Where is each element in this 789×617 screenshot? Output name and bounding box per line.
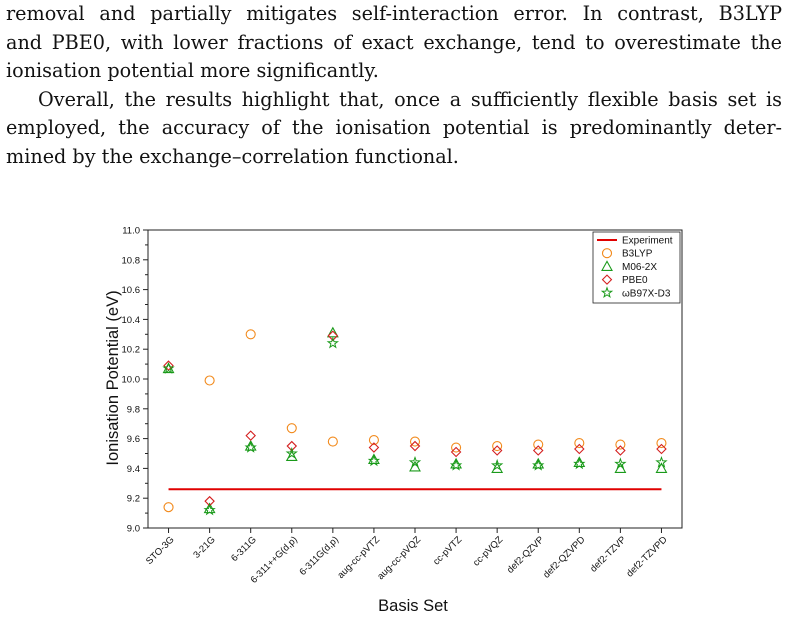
data-point [286,423,297,434]
data-point [409,460,421,472]
y-tick-label: 10.6 [122,285,141,296]
data-point [450,446,462,458]
y-tick-label: 9.4 [127,464,140,475]
x-tick-label: 6-311G(d,p) [297,534,340,577]
ionisation-potential-chart: 9.0 9.2 9.4 9.6 9.8 10.0 10.2 10.4 10.6 10.8 11.0 S… [104,226,683,615]
x-tick-label: STO-3G [144,534,177,567]
data-point [574,443,585,455]
data-point [614,457,627,470]
data-point [532,458,545,471]
data-point [614,462,627,473]
y-tick-label: 10.4 [122,315,141,326]
text-line: and PBE0, with lower fractions of exact … [6,30,782,54]
y-tick-label: 11.0 [122,226,140,237]
data-point [368,442,380,453]
x-tick-label: 6-311G [229,534,259,564]
chart-legend: Experiment B3LYP M06-2X PBE0 ωB97X-D3 [592,231,681,304]
data-point [409,440,421,452]
legend-label: B3LYP [622,249,653,260]
data-point [656,438,667,449]
x-tick-label: cc-pVQZ [471,534,505,568]
data-point [656,443,667,455]
legend-label: PBE0 [622,275,648,286]
series-diamond [163,330,667,507]
x-tick-label: def2-TZVP [588,534,628,574]
data-point [655,462,668,473]
legend-label: Experiment [622,236,673,247]
series-star [162,336,668,516]
text-line: Overall, the results highlight that, onc… [38,87,782,111]
y-tick-label: 10.8 [122,255,141,266]
chart-marks [162,326,668,516]
data-point [327,436,338,447]
x-tick-label: def2-TZVPD [624,534,669,579]
data-point [449,458,463,471]
legend-marker-icon [600,286,614,299]
y-tick-label: 10.2 [122,345,141,356]
y-tick-label: 10.0 [122,375,141,386]
data-point [490,458,504,471]
data-point [655,455,668,468]
x-tick-label: def2-QZVPD [541,534,587,580]
data-point [204,375,215,386]
data-point [533,439,544,450]
data-point [285,447,298,459]
data-point [409,436,421,447]
text-line: ionisation potential more significantly. [6,59,379,83]
text-line: mined by the exchange–correlation functi… [6,144,459,168]
legend-marker-icon [601,274,613,285]
data-point [574,438,585,449]
data-point [286,440,298,452]
data-point [573,457,586,470]
data-point [326,336,340,349]
data-point [367,454,381,467]
legend-label: M06-2X [622,262,657,273]
y-tick-label: 9.0 [127,524,140,535]
x-tick-label: def2-QZVP [505,534,546,575]
x-tick-label: aug-cc-pVQZ [375,534,423,582]
body-text: removal and partially mitigates self-int… [6,0,782,172]
data-point [245,329,256,340]
data-point [368,435,379,446]
legend-marker-icon [601,248,613,259]
legend-marker-icon [601,260,613,271]
data-point [451,442,462,453]
data-point [203,503,216,516]
data-point [532,445,544,456]
y-tick-label: 9.6 [127,434,140,445]
series-circle [163,329,667,513]
data-point [492,441,503,452]
data-point [615,439,626,450]
text-line: removal and partially mitigates self-int… [6,2,782,25]
data-point [327,330,339,342]
y-axis-label: Ionisation Potential (eV) [104,290,122,465]
paragraph-1: removal and partially mitigates self-int… [6,0,782,86]
text-line: employed, the accuracy of the ionisation… [6,116,782,140]
legend-label: ωB97X-D3 [622,288,671,299]
y-tick-label: 9.2 [127,494,140,505]
data-point [245,430,256,441]
data-point [162,362,175,374]
x-tick-label: cc-pVTZ [431,534,464,567]
data-point [244,441,257,453]
y-tick-label: 9.8 [127,404,140,415]
x-axis-label: Basis Set [378,597,448,615]
data-point [163,502,174,513]
data-point [408,455,422,468]
paragraph-2: Overall, the results highlight that, onc… [6,86,782,172]
data-point [615,445,626,456]
x-tick-label: 3-21G [191,534,217,560]
series-triangle [162,326,668,514]
legend-box [592,231,681,304]
data-point [491,445,503,456]
